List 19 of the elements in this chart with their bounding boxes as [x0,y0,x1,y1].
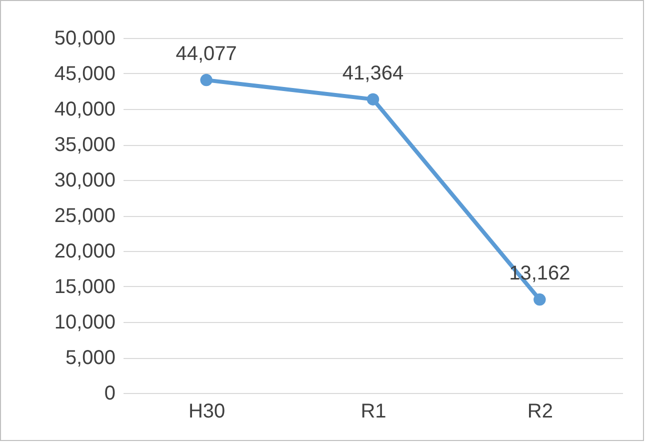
point [200,74,212,86]
data-label: 41,364 [342,62,404,84]
y-tick-label: 0 [104,382,116,404]
x-tick-label: R1 [360,400,386,422]
point [366,93,380,106]
y-tick-label: 25,000 [54,205,116,227]
point [534,293,546,306]
y-tick-label: 20,000 [54,240,116,262]
y-tick-label: 40,000 [54,98,116,120]
y-tick-label: 50,000 [54,28,116,50]
x-tick-label: H30 [188,400,226,422]
y-tick-label: 15,000 [54,276,116,298]
data-label: 44,077 [176,43,237,66]
y-tick-label: 35,000 [54,134,116,156]
y-tick-label: 45,000 [54,63,116,85]
y-tick-label: 30,000 [54,170,116,192]
y-tick-label: 10,000 [54,312,116,334]
y-tick-label: 5,000 [65,347,116,369]
x-tick-label: R2 [527,400,553,422]
